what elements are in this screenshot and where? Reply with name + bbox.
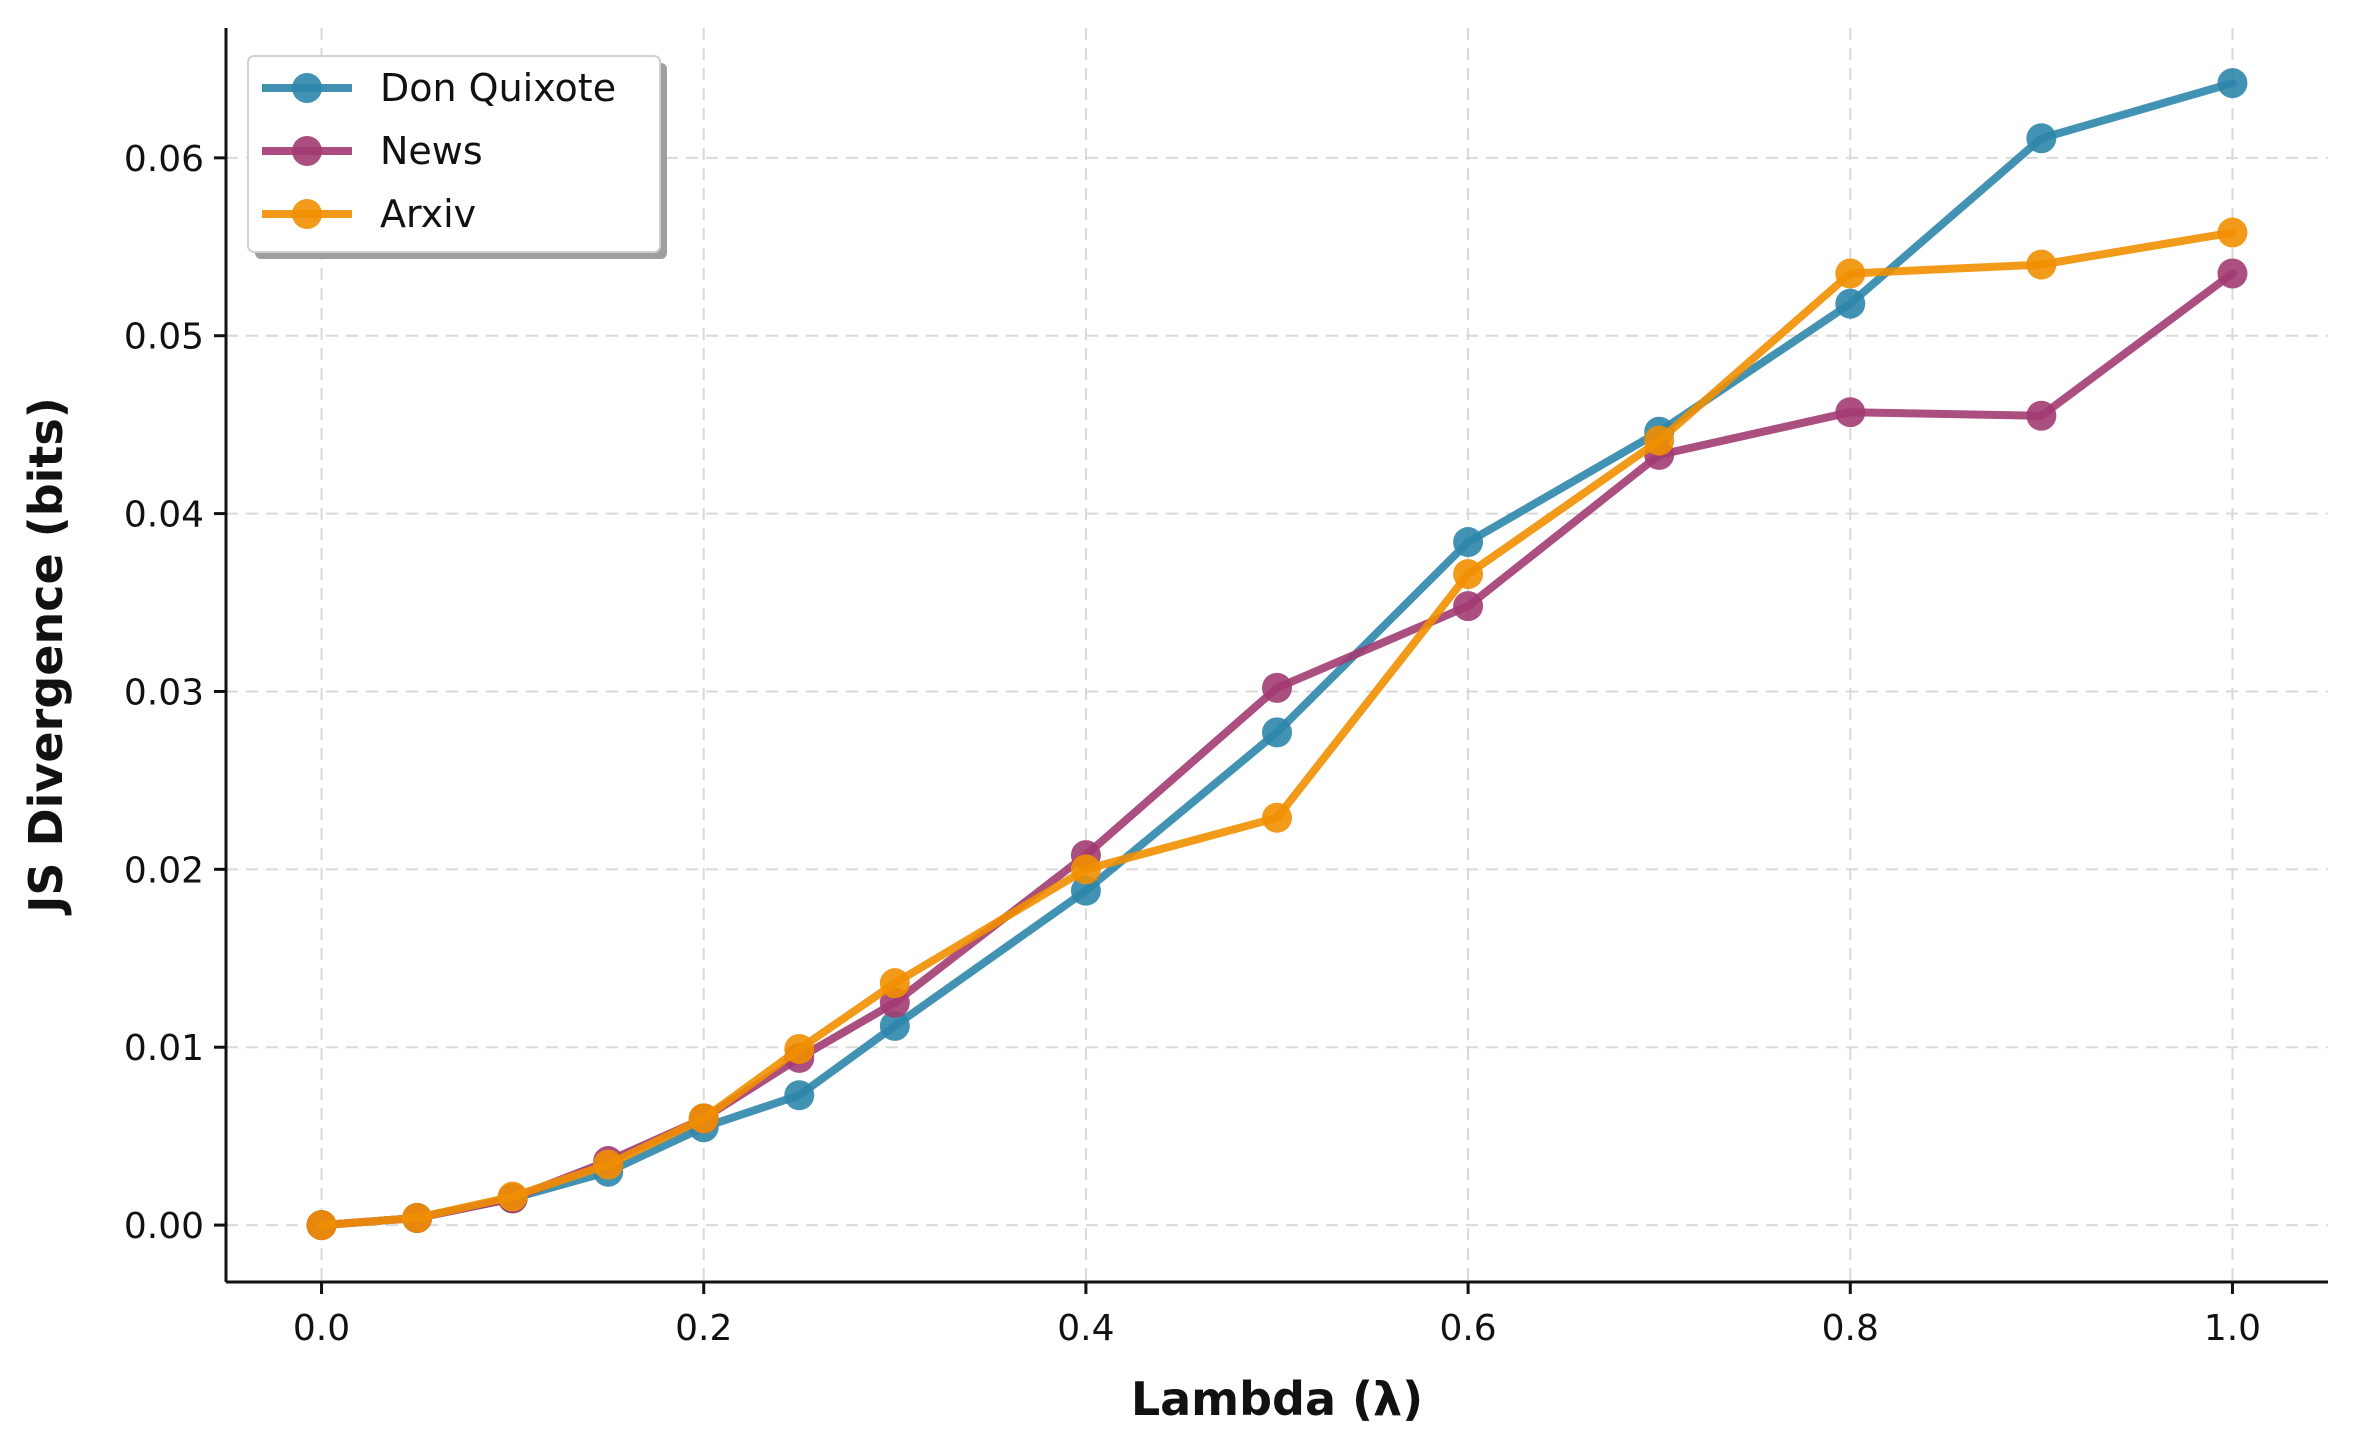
legend-item: Arxiv: [262, 192, 476, 236]
legend-item: Don Quixote: [262, 66, 616, 110]
legend-label: Arxiv: [380, 192, 476, 236]
x-tick-label: 0.4: [1057, 1308, 1114, 1349]
data-point: [593, 1149, 624, 1180]
legend-marker-swatch: [292, 73, 322, 103]
y-tick-label: 0.04: [124, 495, 204, 536]
data-point: [879, 1010, 910, 1041]
series: [306, 68, 2248, 1241]
data-point: [1835, 258, 1866, 289]
data-point: [1453, 527, 1484, 558]
data-point: [2217, 68, 2248, 99]
data-point: [2217, 217, 2248, 248]
data-point: [1644, 425, 1675, 456]
series-news: [306, 258, 2248, 1241]
x-axis-title: Lambda (λ): [1131, 1372, 1423, 1426]
data-point: [1262, 672, 1292, 703]
data-point: [1070, 875, 1101, 906]
data-point: [402, 1202, 433, 1233]
data-point: [2026, 123, 2057, 154]
data-point: [1453, 591, 1484, 622]
x-tick-label: 0.2: [675, 1308, 732, 1349]
data-point: [1070, 854, 1101, 885]
y-tick-label: 0.05: [124, 317, 204, 358]
data-point: [879, 968, 910, 999]
y-tick-label: 0.02: [124, 850, 204, 891]
legend-item: News: [262, 129, 483, 173]
y-tick-label: 0.06: [124, 139, 204, 180]
series-arxiv: [306, 217, 2248, 1241]
x-tick-label: 0.8: [1822, 1308, 1879, 1349]
data-point: [688, 1103, 719, 1134]
legend-label: Don Quixote: [380, 66, 616, 110]
data-point: [1453, 559, 1484, 590]
data-point: [2026, 400, 2057, 431]
legend-label: News: [380, 129, 483, 173]
data-point: [1835, 397, 1866, 428]
legend-marker-swatch: [292, 136, 322, 166]
series-line: [317, 269, 2237, 1230]
y-tick-label: 0.01: [124, 1028, 204, 1069]
y-tick-label: 0.03: [124, 672, 204, 713]
series-line: [317, 228, 2237, 1230]
legend-box: [247, 55, 661, 253]
data-point: [2217, 258, 2248, 289]
data-point: [497, 1181, 528, 1212]
axes: [224, 28, 2328, 1284]
data-point: [784, 1033, 815, 1064]
data-point: [306, 1210, 337, 1241]
data-point: [1262, 717, 1292, 748]
data-point: [784, 1080, 815, 1111]
x-tick-label: 0.0: [293, 1308, 350, 1349]
x-tick-label: 0.6: [1439, 1308, 1496, 1349]
data-point: [1835, 288, 1866, 319]
ticks: 0.0 0.2 0.4 0.6 0.8 1.0 0.00 0.01 0.02 0.03 0.04 0.…: [124, 139, 2261, 1349]
y-tick-label: 0.00: [124, 1206, 204, 1247]
y-axis-title: JS Divergence (bits): [19, 397, 73, 916]
data-point: [1262, 802, 1292, 833]
legend: Don Quixote News Arxiv: [247, 55, 667, 259]
data-point: [2026, 249, 2057, 280]
x-tick-label: 1.0: [2204, 1308, 2261, 1349]
legend-marker-swatch: [292, 199, 322, 229]
